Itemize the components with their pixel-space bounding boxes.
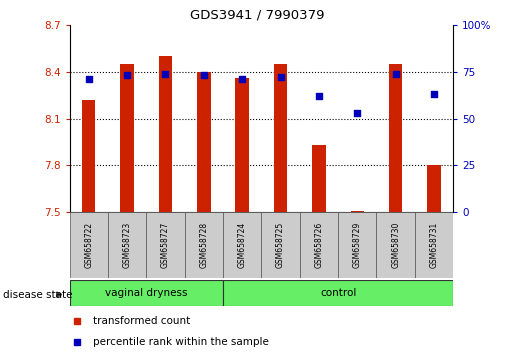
- Point: [315, 93, 323, 99]
- Text: GSM658724: GSM658724: [238, 222, 247, 268]
- Point: [391, 71, 400, 76]
- Bar: [389, 64, 402, 212]
- Point: [123, 73, 131, 78]
- Bar: [338, 212, 376, 278]
- Bar: [223, 280, 453, 306]
- Text: GSM658722: GSM658722: [84, 222, 93, 268]
- Text: transformed count: transformed count: [93, 316, 190, 326]
- Text: GSM658725: GSM658725: [276, 222, 285, 268]
- Bar: [351, 211, 364, 212]
- Bar: [415, 212, 453, 278]
- Point: [200, 73, 208, 78]
- Text: GSM658728: GSM658728: [199, 222, 208, 268]
- Point: [161, 71, 169, 76]
- Bar: [82, 100, 95, 212]
- Text: GSM658723: GSM658723: [123, 222, 131, 268]
- Bar: [70, 212, 108, 278]
- Point: [238, 76, 246, 82]
- Text: GSM658726: GSM658726: [315, 222, 323, 268]
- Bar: [300, 212, 338, 278]
- Bar: [427, 166, 441, 212]
- Text: disease state: disease state: [3, 290, 72, 299]
- Point: [277, 74, 285, 80]
- Bar: [121, 64, 134, 212]
- Bar: [146, 212, 184, 278]
- Bar: [223, 212, 261, 278]
- Text: control: control: [320, 288, 356, 298]
- Text: GSM658727: GSM658727: [161, 222, 170, 268]
- Bar: [261, 212, 300, 278]
- Bar: [197, 72, 211, 212]
- Point: [430, 91, 438, 97]
- Text: GSM658731: GSM658731: [430, 222, 438, 268]
- Text: percentile rank within the sample: percentile rank within the sample: [93, 337, 268, 347]
- Bar: [108, 212, 146, 278]
- Text: GSM658729: GSM658729: [353, 222, 362, 268]
- Bar: [235, 78, 249, 212]
- Bar: [159, 56, 172, 212]
- Point: [84, 76, 93, 82]
- Point: [353, 110, 362, 116]
- Bar: [184, 212, 223, 278]
- Text: vaginal dryness: vaginal dryness: [105, 288, 187, 298]
- Bar: [376, 212, 415, 278]
- Bar: [70, 280, 223, 306]
- Bar: [274, 64, 287, 212]
- Bar: [312, 145, 325, 212]
- Text: GDS3941 / 7990379: GDS3941 / 7990379: [190, 9, 325, 22]
- Text: GSM658730: GSM658730: [391, 222, 400, 268]
